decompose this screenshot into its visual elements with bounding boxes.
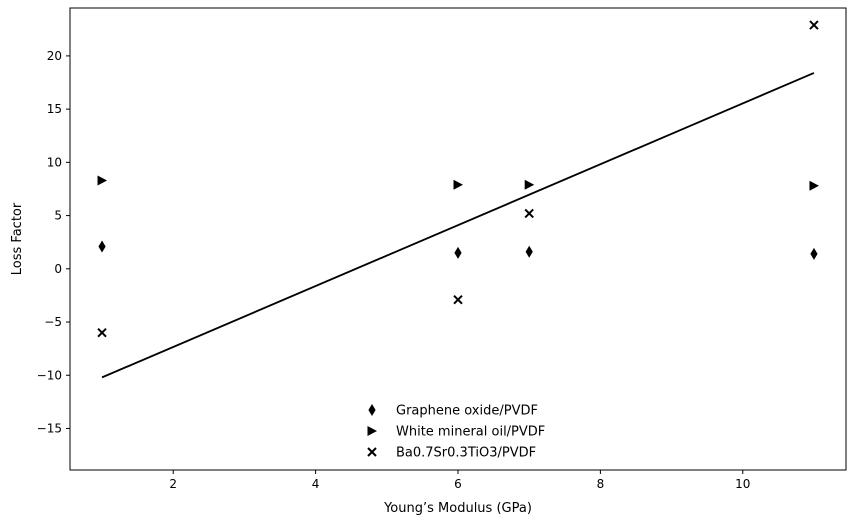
y-axis-label: Loss Factor [10,202,25,275]
y-tick-label: −15 [37,421,62,435]
legend-label: Graphene oxide/PVDF [396,404,538,419]
data-point [453,179,463,190]
plot-content [97,20,819,379]
x-tick-label: 8 [597,477,605,491]
y-tick-label: 20 [47,49,62,63]
data-point [97,175,108,186]
data-point [810,247,818,260]
data-point [524,208,534,219]
y-tick-label: −5 [44,315,62,329]
y-axis-ticks: −15 −10 −5 0 5 10 15 20 [37,49,70,435]
y-tick-label: 5 [54,209,62,223]
legend-marker [367,447,377,457]
data-point [453,294,463,305]
legend-entry: White mineral oil/PVDF [367,425,545,440]
data-point [98,240,106,253]
legend: Graphene oxide/PVDF White mineral oil/PVD… [367,404,545,461]
legend-entry: Ba0.7Sr0.3TiO3/PVDF [367,446,536,461]
data-point [454,246,462,259]
legend-marker [368,404,376,416]
legend-marker [367,426,377,436]
plot-frame [69,7,847,471]
data-point [809,20,819,30]
legend-label: White mineral oil/PVDF [396,425,545,440]
x-axis-label: Young’s Modulus (GPa) [383,501,532,516]
x-axis-ticks: 2 4 6 8 10 [169,470,750,491]
legend-label: Ba0.7Sr0.3TiO3/PVDF [396,446,536,461]
trend-line [101,72,815,379]
y-tick-label: 0 [54,262,62,276]
y-tick-label: 15 [47,102,62,116]
data-point [97,327,107,338]
x-tick-label: 10 [735,477,750,491]
x-tick-label: 4 [312,477,320,491]
y-tick-label: 10 [47,155,62,169]
x-tick-label: 2 [169,477,177,491]
legend-entry: Graphene oxide/PVDF [368,404,538,419]
y-tick-label: −10 [37,368,62,382]
x-tick-label: 6 [454,477,462,491]
data-point [809,180,819,191]
data-point [524,179,535,190]
data-point [525,245,533,258]
